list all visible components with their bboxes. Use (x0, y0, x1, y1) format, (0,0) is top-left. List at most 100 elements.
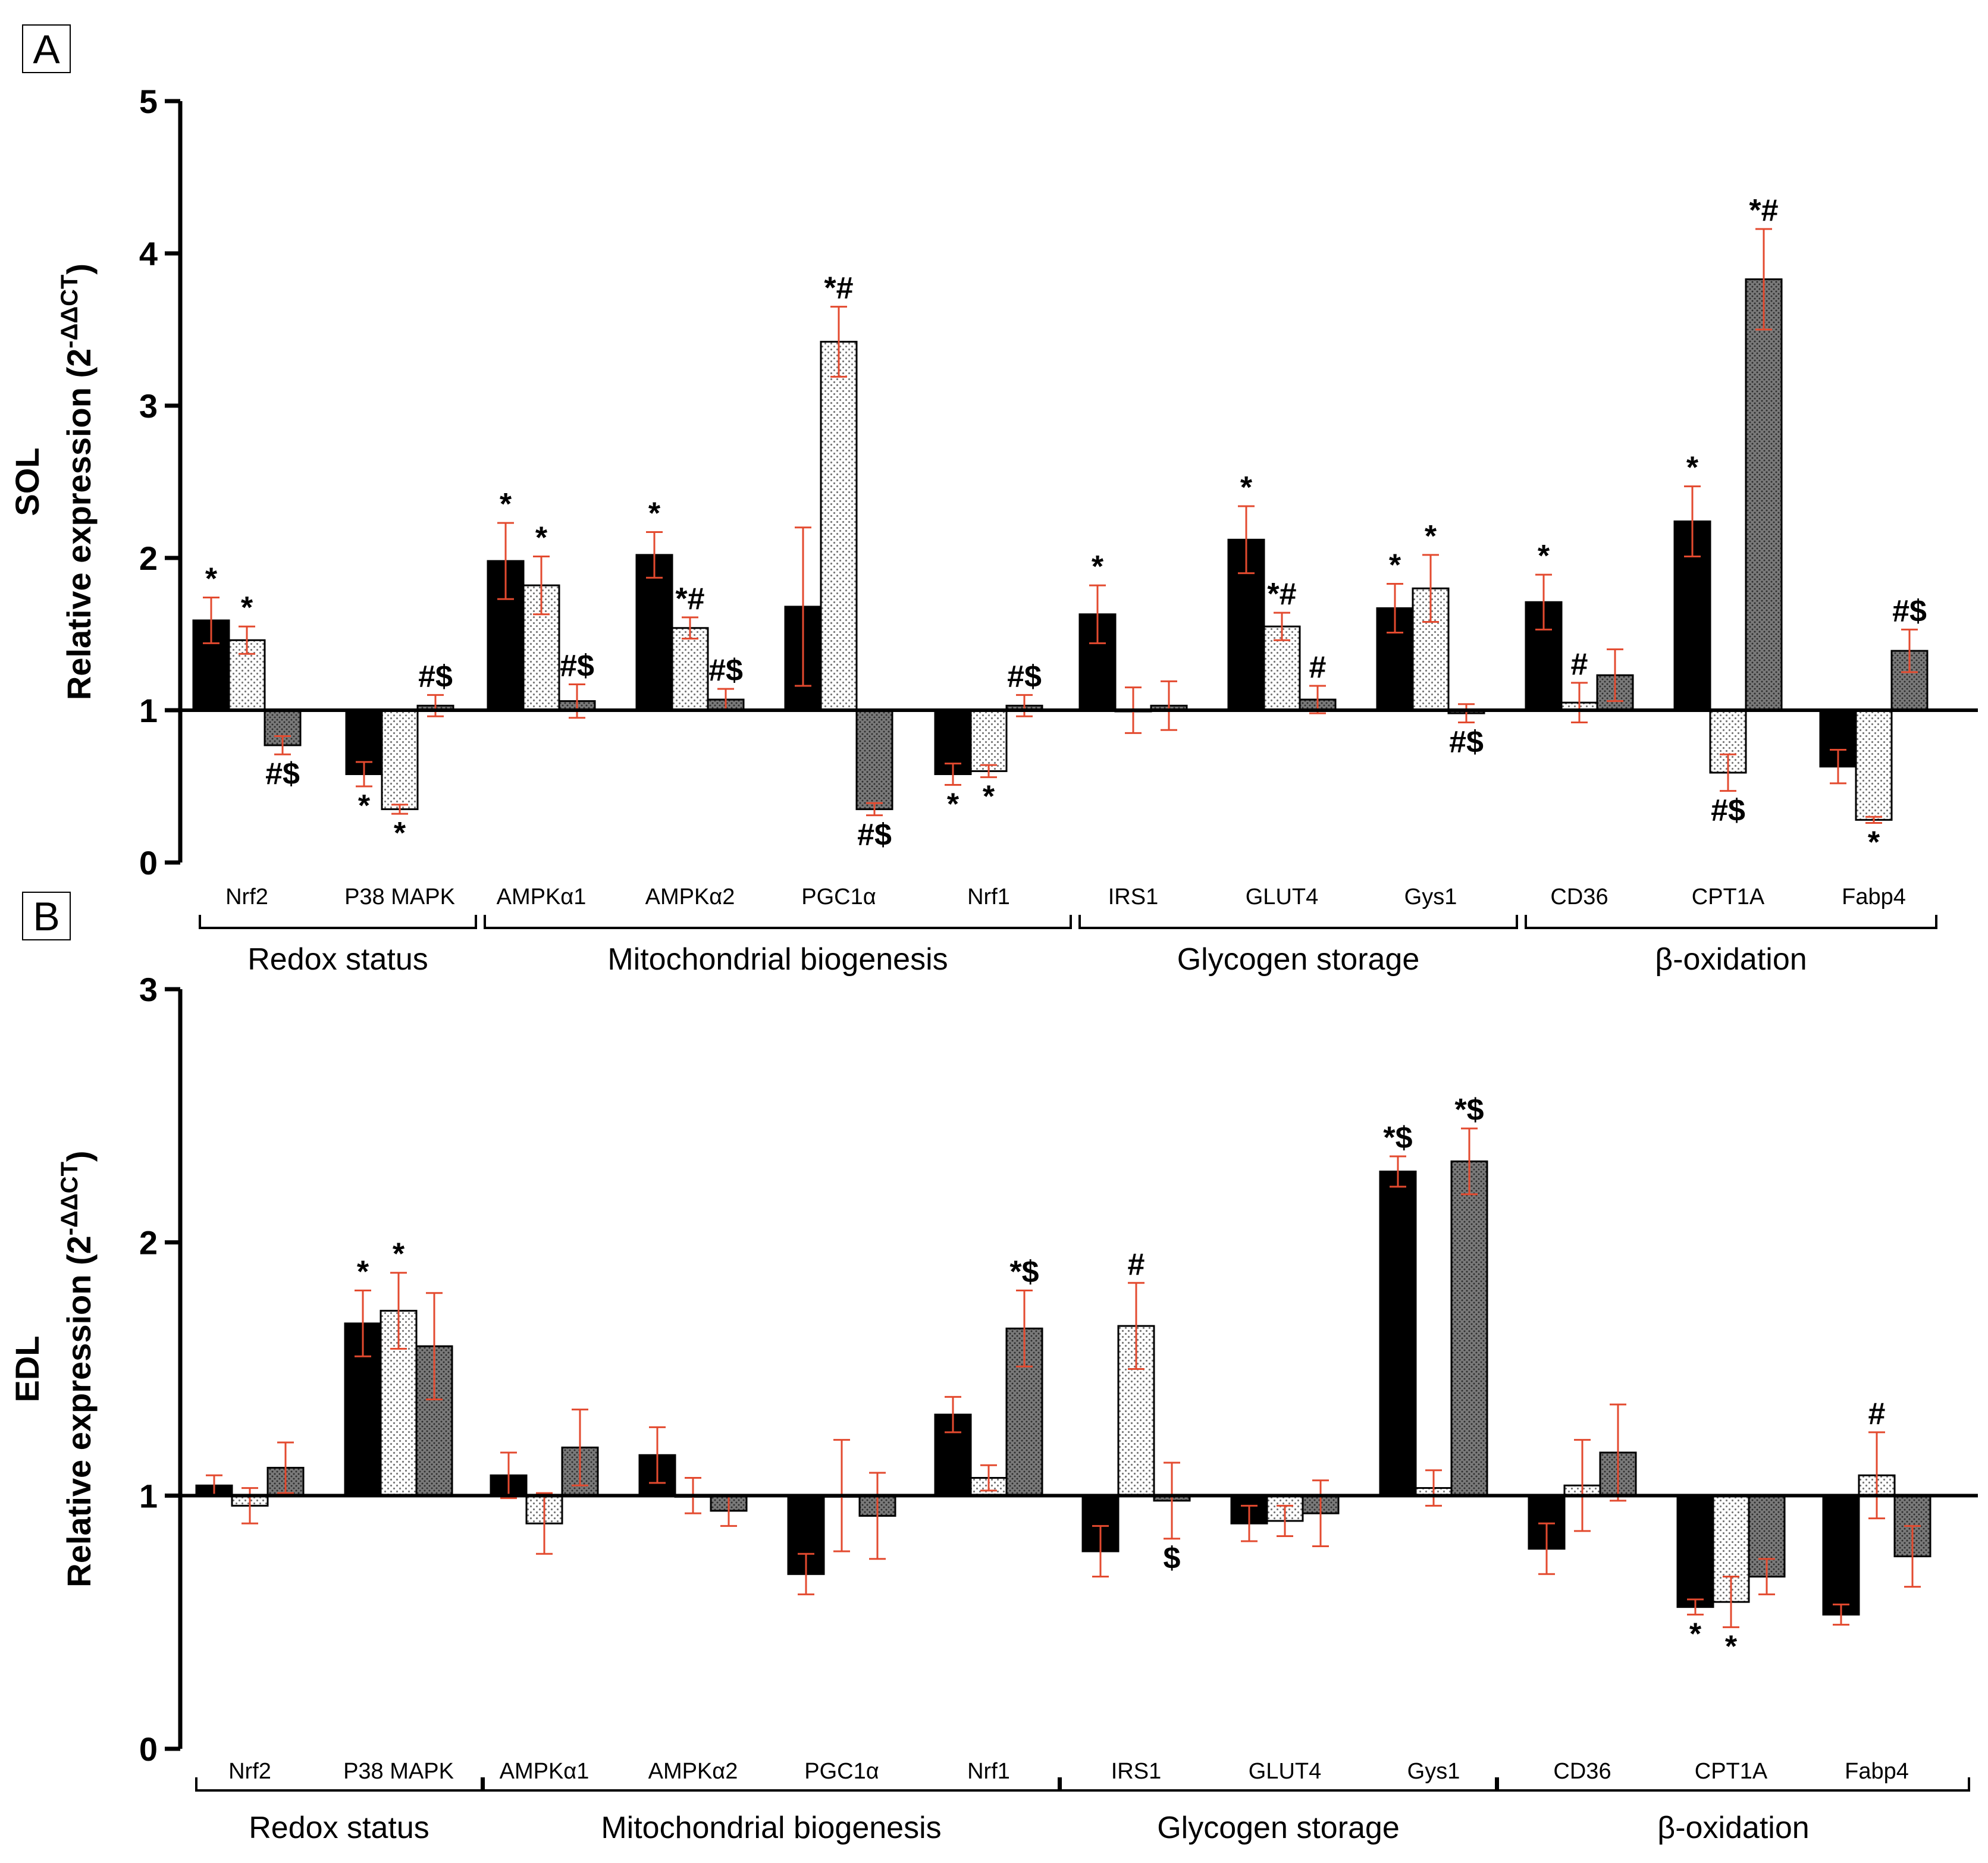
category-label: Nrf1 (967, 1759, 1010, 1784)
significance-label: #$ (857, 818, 892, 852)
y-axis-title-close: ) (60, 1150, 98, 1162)
significance-label: * (500, 487, 512, 522)
significance-label: *# (1749, 193, 1778, 228)
y-tick-label: 3 (139, 971, 158, 1008)
y-tick-label: 5 (139, 83, 158, 120)
category-label: P38 MAPK (344, 885, 455, 909)
y-axis-tissue-label: EDL (8, 1336, 46, 1403)
significance-label: *# (824, 271, 853, 306)
category-label: AMPKα1 (500, 1759, 589, 1784)
significance-label: * (648, 496, 661, 531)
significance-label: #$ (560, 648, 594, 683)
significance-label: #$ (1007, 659, 1042, 694)
significance-label: #$ (1711, 794, 1745, 828)
significance-label: *$ (1009, 1255, 1039, 1290)
significance-label: * (1389, 548, 1401, 583)
group-bracket (482, 1777, 1060, 1792)
group-label: Mitochondrial biogenesis (607, 942, 948, 977)
significance-label: #$ (708, 653, 743, 688)
group-bracket (484, 915, 1072, 929)
y-tick-label: 1 (139, 692, 158, 729)
significance-label: $ (1164, 1541, 1181, 1576)
bar (1379, 1170, 1417, 1497)
category-label: Gys1 (1407, 1759, 1460, 1784)
significance-label: * (947, 787, 959, 821)
category-label: Fabp4 (1845, 1759, 1909, 1784)
category-label: Fabp4 (1842, 885, 1906, 909)
significance-label: # (1571, 647, 1588, 682)
group-bracket (1497, 1777, 1970, 1792)
category-label: CD36 (1550, 885, 1608, 909)
bar (970, 709, 1008, 772)
group-bracket (1078, 915, 1518, 929)
significance-label: *# (1267, 577, 1296, 611)
category-label: CPT1A (1695, 1759, 1768, 1784)
y-axis-title-superscript: -ΔΔCT (57, 1162, 83, 1235)
significance-label: * (357, 1255, 369, 1290)
category-label: Nrf2 (228, 1759, 271, 1784)
category-label: PGC1α (804, 1759, 879, 1784)
category-label: AMPKα2 (648, 1759, 738, 1784)
group-bracket (1525, 915, 1937, 929)
panel-a-chart: A 0 1 2 3 4 5 SOL Relative expression (2-ΔΔCT) * *… (8, 24, 1978, 977)
group-label: Glycogen storage (1177, 942, 1420, 977)
y-tick-label: 2 (139, 1224, 158, 1262)
category-label: Nrf2 (225, 885, 268, 909)
y-tick-label: 3 (139, 387, 158, 425)
group-bracket (195, 1777, 483, 1792)
y-tick-label: 1 (139, 1477, 158, 1514)
significance-label: * (1686, 451, 1699, 485)
y-tick-label: 2 (139, 540, 158, 577)
y-tick-label: 0 (139, 844, 158, 882)
group-bracket (1059, 1777, 1497, 1792)
significance-label: * (358, 789, 371, 823)
significance-label: * (1092, 550, 1104, 584)
category-label: GLUT4 (1249, 1759, 1321, 1784)
significance-label: * (1425, 519, 1437, 554)
category-label: CPT1A (1692, 885, 1765, 909)
significance-label: #$ (418, 659, 453, 694)
bar (855, 709, 893, 810)
category-label: PGC1α (801, 885, 876, 909)
group-label: Redox status (249, 1811, 429, 1845)
bar (381, 709, 419, 810)
category-label: AMPKα1 (497, 885, 587, 909)
significance-label: *# (675, 582, 704, 616)
significance-label: * (983, 780, 995, 814)
category-label: Gys1 (1404, 885, 1457, 909)
significance-label: * (241, 591, 253, 625)
category-label: GLUT4 (1246, 885, 1318, 909)
group-label: Redox status (247, 942, 428, 977)
significance-label: * (205, 562, 218, 597)
y-axis-title: Relative expression (2-ΔΔCT) (57, 1150, 98, 1587)
category-label: Nrf1 (967, 885, 1010, 909)
y-axis-tissue-label: SOL (8, 447, 46, 516)
significance-label: #$ (1892, 594, 1927, 628)
significance-label: * (394, 816, 406, 851)
category-label: IRS1 (1108, 885, 1158, 909)
significance-label: # (1868, 1397, 1886, 1431)
group-label: Glycogen storage (1157, 1811, 1400, 1845)
bar (1450, 1160, 1488, 1497)
category-label: AMPKα2 (645, 885, 735, 909)
y-axis-title-close: ) (60, 264, 98, 275)
significance-label: * (1725, 1630, 1738, 1664)
significance-label: * (1240, 471, 1253, 505)
significance-label: # (1309, 650, 1327, 685)
y-tick-label: 4 (139, 235, 158, 272)
significance-label: * (393, 1237, 405, 1272)
panel-letter: B (33, 894, 59, 939)
bar (1822, 1494, 1860, 1616)
group-label: β-oxidation (1657, 1811, 1809, 1845)
group-label: Mitochondrial biogenesis (601, 1811, 941, 1845)
bar (1855, 709, 1893, 821)
category-label: CD36 (1553, 1759, 1611, 1784)
significance-label: * (1689, 1617, 1702, 1651)
group-label: β-oxidation (1655, 942, 1807, 977)
significance-label: # (1128, 1247, 1145, 1282)
significance-label: * (1538, 539, 1550, 573)
y-axis-title: Relative expression (2-ΔΔCT) (57, 264, 98, 700)
y-axis-title-base: Relative expression (2 (60, 1235, 98, 1587)
